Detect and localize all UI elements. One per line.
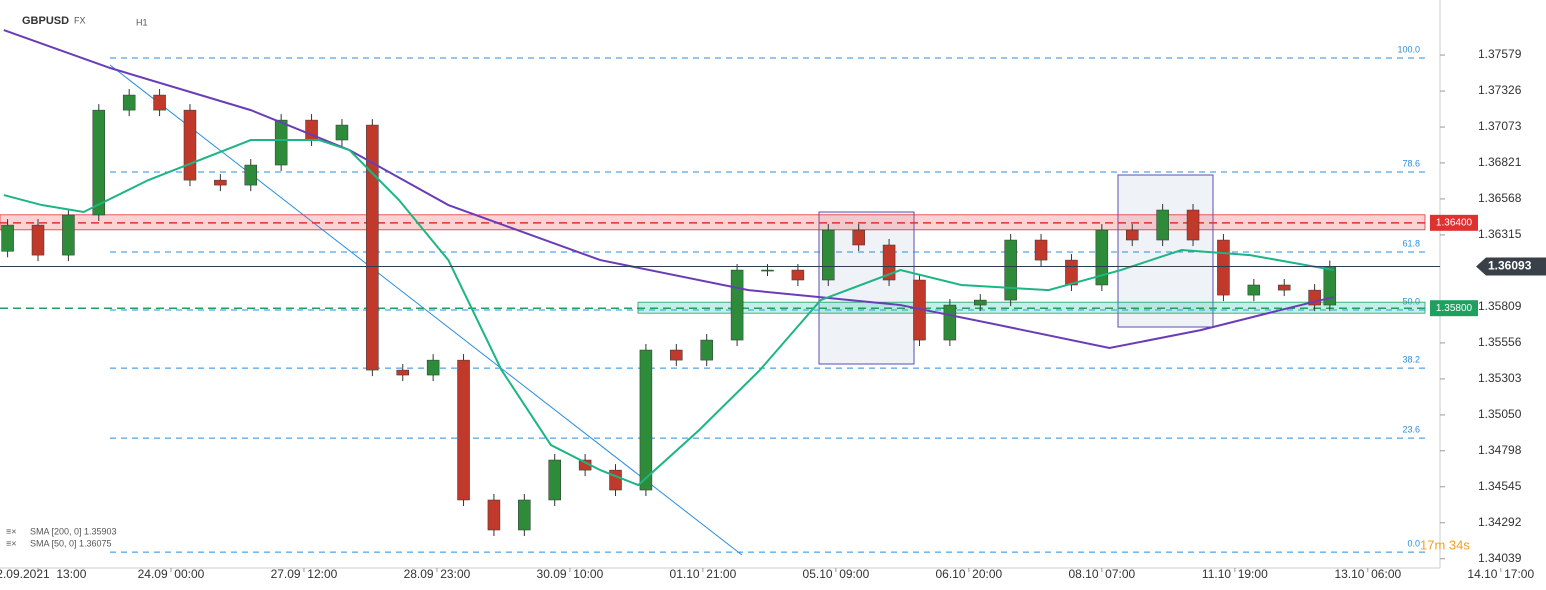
candle-body <box>943 304 957 341</box>
support-tag-label: 1.35800 <box>1436 303 1473 314</box>
fib-label: 0.0 <box>1407 538 1420 548</box>
candle-body <box>1277 284 1291 291</box>
y-tick-label: 1.34292 <box>1478 515 1522 529</box>
candle-body <box>700 339 713 361</box>
sma-line <box>3 29 1334 350</box>
candle-body <box>31 224 45 256</box>
fib-label: 23.6 <box>1402 424 1420 434</box>
x-tick-label: 08.10 07:00 <box>1068 567 1135 581</box>
candle-body <box>852 229 865 246</box>
x-tick-label: 13.10 06:00 <box>1334 567 1401 581</box>
x-tick-label: 27.09 12:00 <box>271 567 338 581</box>
market: FX <box>74 15 86 25</box>
candle-body <box>62 214 75 256</box>
last-price-tag <box>1476 257 1546 276</box>
x-tick-label: 28.09 23:00 <box>404 567 471 581</box>
y-tick-label: 1.34545 <box>1478 479 1522 493</box>
y-tick-label: 1.35050 <box>1478 407 1522 421</box>
candle-body <box>639 349 653 491</box>
x-tick-label: 24.09 00:00 <box>138 567 205 581</box>
y-tick-label: 1.37073 <box>1478 119 1522 133</box>
y-tick-label: 1.37579 <box>1478 47 1522 61</box>
x-tick-label: 14.10 17:00 <box>1467 567 1534 581</box>
legend-entry: SMA [200, 0] 1.35903 <box>30 526 117 536</box>
x-tick-label: 06.10 20:00 <box>935 567 1002 581</box>
candle-body <box>609 469 622 491</box>
candle-body <box>1186 209 1200 241</box>
candle-body <box>335 124 349 141</box>
candle-body <box>1156 209 1169 241</box>
resistance-tag-label: 1.36400 <box>1436 217 1473 228</box>
candle-body <box>426 359 440 376</box>
candle-body <box>1217 239 1230 296</box>
candle-body <box>670 349 683 361</box>
candle-body <box>882 244 896 281</box>
x-tick-label: 30.09 10:00 <box>537 567 604 581</box>
y-tick-label: 1.36821 <box>1478 155 1522 169</box>
interval: H1 <box>136 17 148 27</box>
candle-body <box>396 369 409 376</box>
legend-entry: SMA [50, 0] 1.36075 <box>30 538 112 548</box>
candle-body <box>214 179 227 186</box>
candle-body <box>1125 229 1139 241</box>
y-tick-label: 1.35556 <box>1478 335 1522 349</box>
y-tick-label: 1.36315 <box>1478 227 1522 241</box>
y-tick-label: 1.37326 <box>1478 83 1522 97</box>
candle-body <box>92 109 106 216</box>
legend-icon: ≡× <box>6 538 17 548</box>
last-price-label: 1.36093 <box>1488 259 1532 273</box>
candle-body <box>761 269 774 272</box>
candle-body <box>366 124 379 371</box>
y-tick-label: 1.36568 <box>1478 191 1522 205</box>
candle-body <box>1004 239 1017 301</box>
candle-body <box>548 459 561 501</box>
candle-body <box>1034 239 1048 261</box>
candle-body <box>487 499 501 531</box>
x-tick-label: 22.09.2021 13:00 <box>0 567 87 581</box>
fib-label: 100.0 <box>1397 44 1420 54</box>
x-tick-label: 11.10 19:00 <box>1202 567 1268 581</box>
candle-body <box>244 164 258 186</box>
candle-body <box>153 94 166 111</box>
y-tick-label: 1.34039 <box>1478 551 1522 565</box>
fib-label: 61.8 <box>1402 238 1420 248</box>
candle-body <box>183 109 197 181</box>
x-tick-label: 05.10 09:00 <box>803 567 870 581</box>
resistance-tag <box>1430 214 1478 231</box>
candle-body <box>1095 229 1109 286</box>
y-tick-label: 1.34798 <box>1478 443 1522 457</box>
candle-body <box>518 499 531 531</box>
sma-line <box>3 139 1334 487</box>
range-box <box>818 211 915 365</box>
candle-body <box>1 224 14 252</box>
candle-body <box>122 94 136 111</box>
candle-body <box>730 269 744 341</box>
candle-body <box>1247 284 1261 296</box>
fib-label: 50.0 <box>1402 296 1420 306</box>
candle-body <box>274 119 288 166</box>
candle-body <box>974 299 987 306</box>
y-tick-label: 1.35303 <box>1478 371 1522 385</box>
fib-label: 78.6 <box>1402 158 1420 168</box>
x-tick-label: 01.10 21:00 <box>670 567 737 581</box>
support-tag <box>1430 300 1478 317</box>
candle-body <box>822 229 835 281</box>
trend-line <box>109 64 743 556</box>
fib-label: 38.2 <box>1402 354 1420 364</box>
candle-body <box>791 269 805 281</box>
candle-body <box>457 359 470 501</box>
y-tick-label: 1.35809 <box>1478 299 1522 313</box>
candle-body <box>1065 259 1078 286</box>
symbol: GBPUSD <box>22 15 69 27</box>
legend-icon: ≡× <box>6 526 17 536</box>
timer: 17m 34s <box>1420 537 1470 552</box>
